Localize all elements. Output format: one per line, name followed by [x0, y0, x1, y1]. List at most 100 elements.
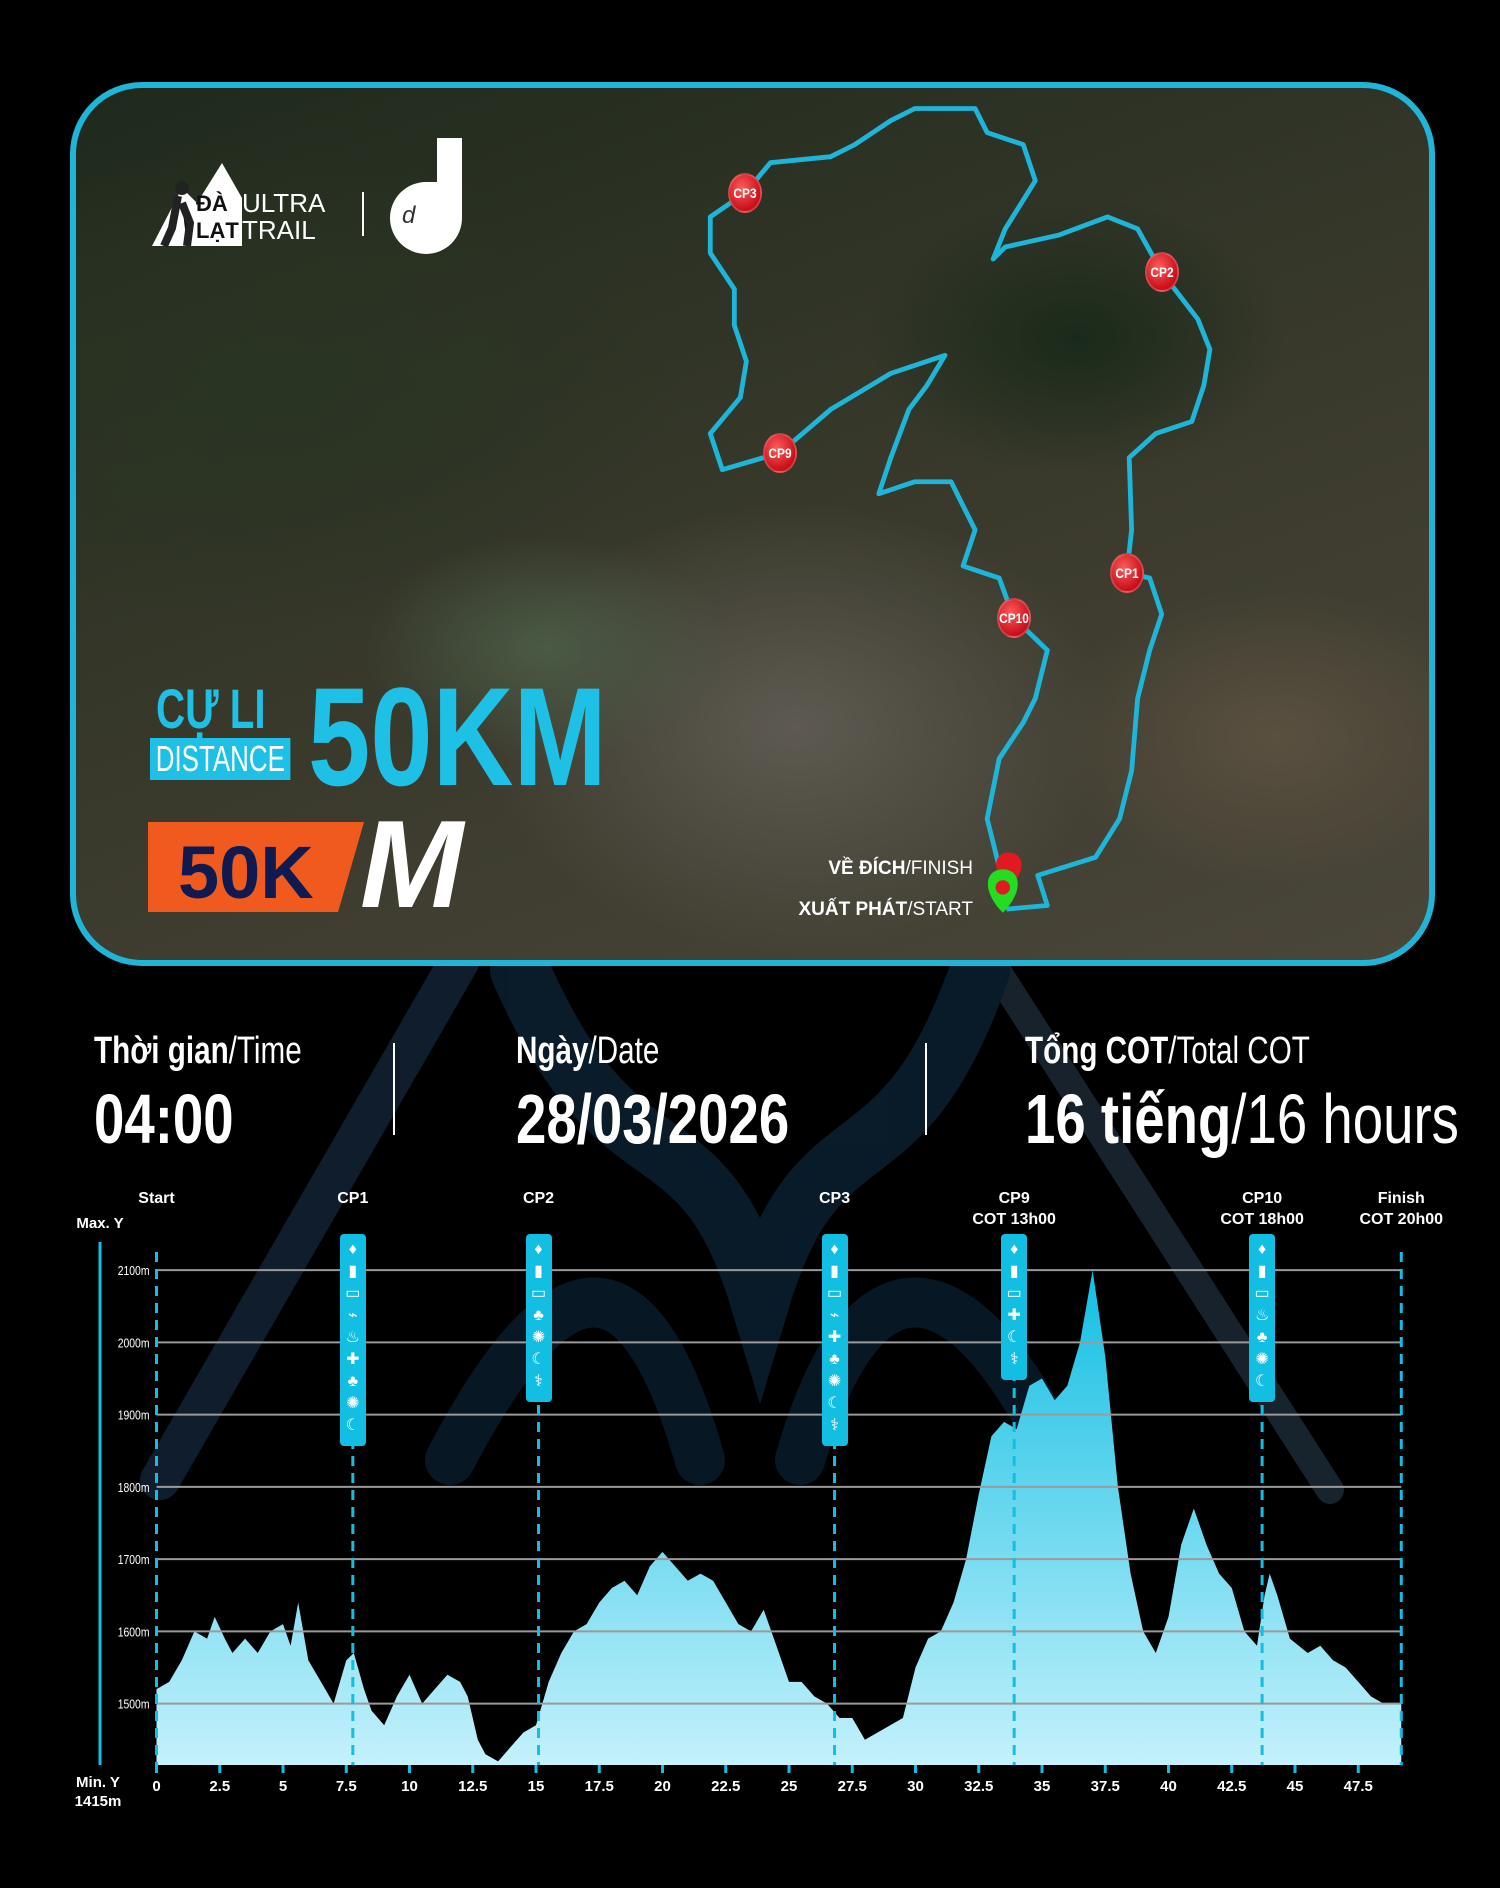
- checkpoint-marker-cp10[interactable]: CP10: [997, 598, 1031, 638]
- medical-drip-icon: ⚕: [534, 1373, 543, 1390]
- x-tick-label: 30: [907, 1778, 924, 1795]
- water-icon: ♦: [1258, 1241, 1267, 1258]
- banana-icon: ☾: [531, 1351, 546, 1368]
- logo-text-dalat: ĐÀ LẠT: [196, 191, 239, 243]
- electrolyte-icon: ▮: [534, 1263, 543, 1280]
- x-tick-label: 45: [1287, 1778, 1304, 1795]
- info-divider: [393, 1043, 395, 1135]
- checkpoint-marker-cp9[interactable]: CP9: [763, 433, 797, 473]
- water-icon: ♦: [348, 1241, 357, 1258]
- x-tick-label: 47.5: [1344, 1778, 1373, 1795]
- date-label-vn: Ngày: [516, 1030, 589, 1072]
- can-icon: ▭: [1254, 1285, 1270, 1302]
- y-tick-label: 1500m: [118, 1698, 150, 1712]
- cookie-icon: ✺: [1255, 1351, 1269, 1368]
- time-value: 04:00: [94, 1080, 234, 1158]
- can-icon: ▭: [345, 1285, 361, 1302]
- can-icon: ▭: [826, 1285, 843, 1302]
- noodle-icon: ♨: [345, 1329, 360, 1346]
- y-tick-label: 1700m: [118, 1553, 150, 1567]
- electrolyte-icon: ▮: [348, 1263, 358, 1280]
- station-cot-label: COT 20h00: [1359, 1211, 1443, 1228]
- y-tick-label: 1600m: [118, 1625, 150, 1639]
- first-aid-icon: ✚: [827, 1329, 842, 1346]
- y-tick-label: 1800m: [118, 1481, 150, 1495]
- cot-label-vn: Tổng COT: [1025, 1030, 1169, 1072]
- first-aid-icon: ✚: [1007, 1307, 1021, 1324]
- dalat-ultra-trail-logo: ĐÀ LẠT ULTRA TRAIL: [152, 158, 352, 248]
- station-label: CP1: [337, 1190, 368, 1207]
- meat-icon: ♣: [829, 1351, 840, 1368]
- noodle-icon: ♨: [1254, 1307, 1270, 1324]
- station-cot-label: COT 13h00: [972, 1211, 1056, 1228]
- cot-value-vn: 16 tiếng: [1025, 1080, 1232, 1158]
- x-tick-label: 10: [401, 1778, 418, 1795]
- time-label-vn: Thời gian: [94, 1030, 229, 1072]
- partner-logo: d: [382, 138, 472, 263]
- y-max-label: Max. Y: [76, 1215, 123, 1232]
- category-badge: 50K: [148, 822, 364, 912]
- station-label: CP10: [1242, 1190, 1282, 1207]
- banana-icon: ☾: [1006, 1329, 1022, 1346]
- distance-value: 50KM: [308, 658, 607, 815]
- partner-logo-text: d: [402, 202, 416, 229]
- aid-station-pill: ♦ ▮ ▭ ⌁ ♨ ✚ ♣ ✺ ☾: [339, 1234, 366, 1446]
- electrolyte-icon: ▮: [830, 1263, 839, 1280]
- cookie-icon: ✺: [531, 1329, 546, 1346]
- x-tick-label: 12.5: [458, 1778, 487, 1795]
- station-label: CP2: [523, 1190, 554, 1207]
- medical-drip-icon: ⚕: [1009, 1351, 1019, 1368]
- y-tick-label: 2100m: [118, 1264, 150, 1278]
- distance-label-en: DISTANCE: [150, 738, 291, 780]
- banana-icon: ☾: [345, 1417, 360, 1434]
- x-tick-label: 22.5: [711, 1778, 740, 1795]
- battery-icon: ⌁: [347, 1307, 358, 1324]
- elevation-area: [156, 1270, 1402, 1765]
- x-tick-label: 17.5: [585, 1778, 614, 1795]
- electrolyte-icon: ▮: [1009, 1263, 1019, 1280]
- x-tick-label: 32.5: [964, 1778, 993, 1795]
- checkpoint-marker-cp2[interactable]: CP2: [1145, 252, 1179, 292]
- station-label: CP9: [999, 1190, 1030, 1207]
- station-label: CP3: [819, 1190, 850, 1207]
- logo-text-ultra-trail: ULTRA TRAIL: [242, 188, 324, 245]
- meat-icon: ♣: [533, 1307, 544, 1324]
- checkpoint-marker-cp1[interactable]: CP1: [1110, 553, 1144, 593]
- category-badge-text: 50K: [178, 831, 314, 914]
- date-value: 28/03/2026: [516, 1080, 790, 1158]
- cot-label-en: /Total COT: [1168, 1030, 1310, 1072]
- x-tick-label: 5: [279, 1778, 287, 1795]
- banana-icon: ☾: [1254, 1373, 1270, 1390]
- y-tick-label: 2000m: [118, 1336, 150, 1350]
- x-tick-label: 40: [1160, 1778, 1177, 1795]
- info-divider: [925, 1043, 927, 1135]
- water-icon: ♦: [534, 1241, 543, 1258]
- x-tick-label: 15: [528, 1778, 545, 1795]
- y-min-value: 1415m: [75, 1793, 122, 1810]
- y-tick-label: 1900m: [118, 1409, 150, 1423]
- cookie-icon: ✺: [827, 1373, 842, 1390]
- station-cot-label: COT 18h00: [1220, 1211, 1304, 1228]
- medical-drip-icon: ⚕: [830, 1417, 839, 1434]
- x-tick-label: 42.5: [1217, 1778, 1246, 1795]
- x-tick-label: 25: [781, 1778, 798, 1795]
- aid-station-pill: ♦ ▮ ▭ ✚ ☾ ⚕: [1001, 1234, 1028, 1380]
- x-tick-label: 37.5: [1091, 1778, 1120, 1795]
- water-icon: ♦: [830, 1241, 839, 1258]
- time-label-en: /Time: [228, 1030, 302, 1072]
- cot-value-en: /16 hours: [1231, 1080, 1459, 1158]
- x-tick-label: 2.5: [209, 1778, 230, 1795]
- checkpoint-marker-cp3[interactable]: CP3: [728, 173, 762, 213]
- aid-station-pill: ♦ ▮ ▭ ♨ ♣ ✺ ☾: [1249, 1234, 1276, 1402]
- mountain-runner-icon: [152, 163, 242, 248]
- date-label-en: /Date: [588, 1030, 660, 1072]
- x-tick-label: 0: [152, 1778, 160, 1795]
- info-cot: Tổng COT/Total COT 16 tiếng/16 hours: [1025, 1030, 1500, 1159]
- battery-icon: ⌁: [829, 1307, 840, 1324]
- x-tick-label: 20: [654, 1778, 671, 1795]
- banana-icon: ☾: [827, 1395, 842, 1412]
- info-time: Thời gian/Time 04:00: [94, 1030, 360, 1159]
- station-label: Finish: [1378, 1190, 1425, 1207]
- first-aid-icon: ✚: [346, 1351, 360, 1368]
